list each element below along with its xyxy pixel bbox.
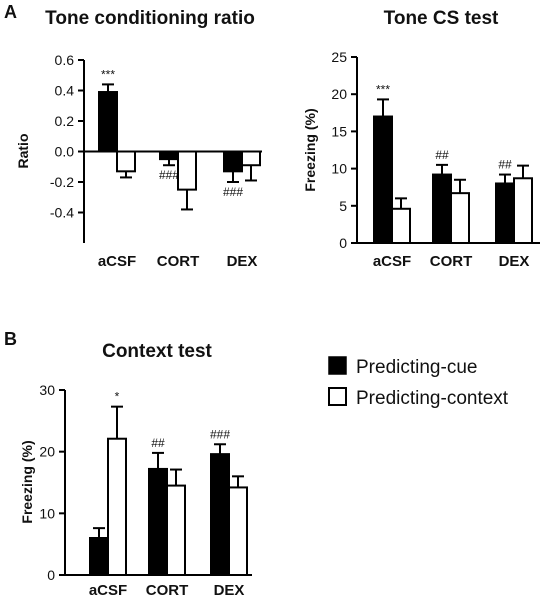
significance-marker: *** (101, 67, 115, 81)
y-tick-label: 10 (39, 505, 55, 521)
bar-predicting-cue-acsf (89, 537, 109, 576)
y-tick-label: 10 (331, 161, 347, 177)
bar-predicting-context-dex (228, 486, 248, 576)
bar-predicting-context-cort (450, 192, 470, 244)
bar-predicting-cue-dex (210, 453, 230, 576)
bar-predicting-context-acsf (116, 150, 136, 173)
x-category-label: CORT (430, 253, 473, 270)
bar-predicting-context-dex (241, 150, 261, 167)
chart-title: Context test (102, 341, 212, 362)
legend-swatch-predicting-context (328, 387, 347, 406)
y-tick-label: 5 (339, 198, 347, 214)
bar-predicting-context-dex (513, 177, 533, 244)
bar-predicting-cue-cort (432, 173, 452, 244)
panel-label-a: A (4, 2, 17, 22)
bar-predicting-cue-cort (148, 467, 168, 576)
bar-predicting-cue-acsf (98, 91, 118, 153)
y-tick-label: 0.4 (55, 83, 75, 99)
chart-title: Tone conditioning ratio (45, 8, 255, 29)
y-tick-label: 30 (39, 382, 55, 398)
bar-predicting-cue-dex (495, 182, 515, 244)
y-axis-label: Ratio (15, 134, 31, 169)
significance-marker: ### (223, 185, 243, 199)
x-category-label: aCSF (98, 253, 136, 270)
bar-predicting-cue-cort (159, 150, 179, 161)
significance-marker: ### (210, 427, 230, 441)
significance-marker: ### (159, 168, 179, 182)
x-category-label: CORT (146, 582, 189, 599)
y-tick-label: 25 (331, 49, 347, 65)
chart-tone-conditioning-ratio: Tone conditioning ratio Ratio 0.6 0.4 0.2 0.0… (15, 8, 262, 270)
significance-marker: ## (498, 158, 512, 172)
legend: Predicting-cue Predicting-context (328, 356, 509, 409)
x-category-label: DEX (227, 253, 258, 270)
y-tick-label: 15 (331, 123, 347, 139)
y-tick-label: 20 (331, 86, 347, 102)
bar-predicting-context-acsf (107, 437, 127, 577)
bar-predicting-context-cort (166, 484, 186, 577)
y-tick-label: 0.6 (55, 52, 75, 68)
significance-marker: * (115, 390, 120, 404)
y-tick-label: 0.2 (55, 113, 75, 129)
legend-label-predicting-cue: Predicting-cue (356, 357, 477, 378)
y-tick-label: -0.2 (50, 174, 74, 190)
legend-swatch-predicting-cue (328, 356, 347, 375)
x-category-label: aCSF (89, 582, 127, 599)
y-tick-label: 0 (339, 235, 347, 251)
bar-predicting-cue-dex (223, 150, 243, 173)
y-tick-label: 20 (39, 444, 55, 460)
x-category-label: aCSF (373, 253, 411, 270)
panel-label-b: B (4, 329, 17, 349)
significance-marker: *** (376, 82, 390, 96)
y-axis-label: Freezing (%) (19, 440, 35, 523)
significance-marker: ## (435, 148, 449, 162)
y-tick-label: 0.0 (55, 144, 75, 160)
y-tick-label: -0.4 (50, 205, 74, 221)
bar-predicting-cue-acsf (373, 115, 393, 244)
y-tick-label: 0 (47, 567, 55, 583)
x-category-label: DEX (499, 253, 530, 270)
x-category-label: DEX (214, 582, 245, 599)
chart-title: Tone CS test (384, 8, 499, 29)
significance-marker: ## (151, 436, 165, 450)
y-axis-label: Freezing (%) (302, 108, 318, 191)
bar-predicting-context-cort (177, 150, 197, 191)
legend-label-predicting-context: Predicting-context (356, 388, 509, 409)
chart-tone-cs-test: Tone CS test Freezing (%) 0 5 10 15 20 25 *** ## #… (302, 8, 540, 270)
bar-predicting-context-acsf (391, 207, 411, 244)
x-category-label: CORT (157, 253, 200, 270)
